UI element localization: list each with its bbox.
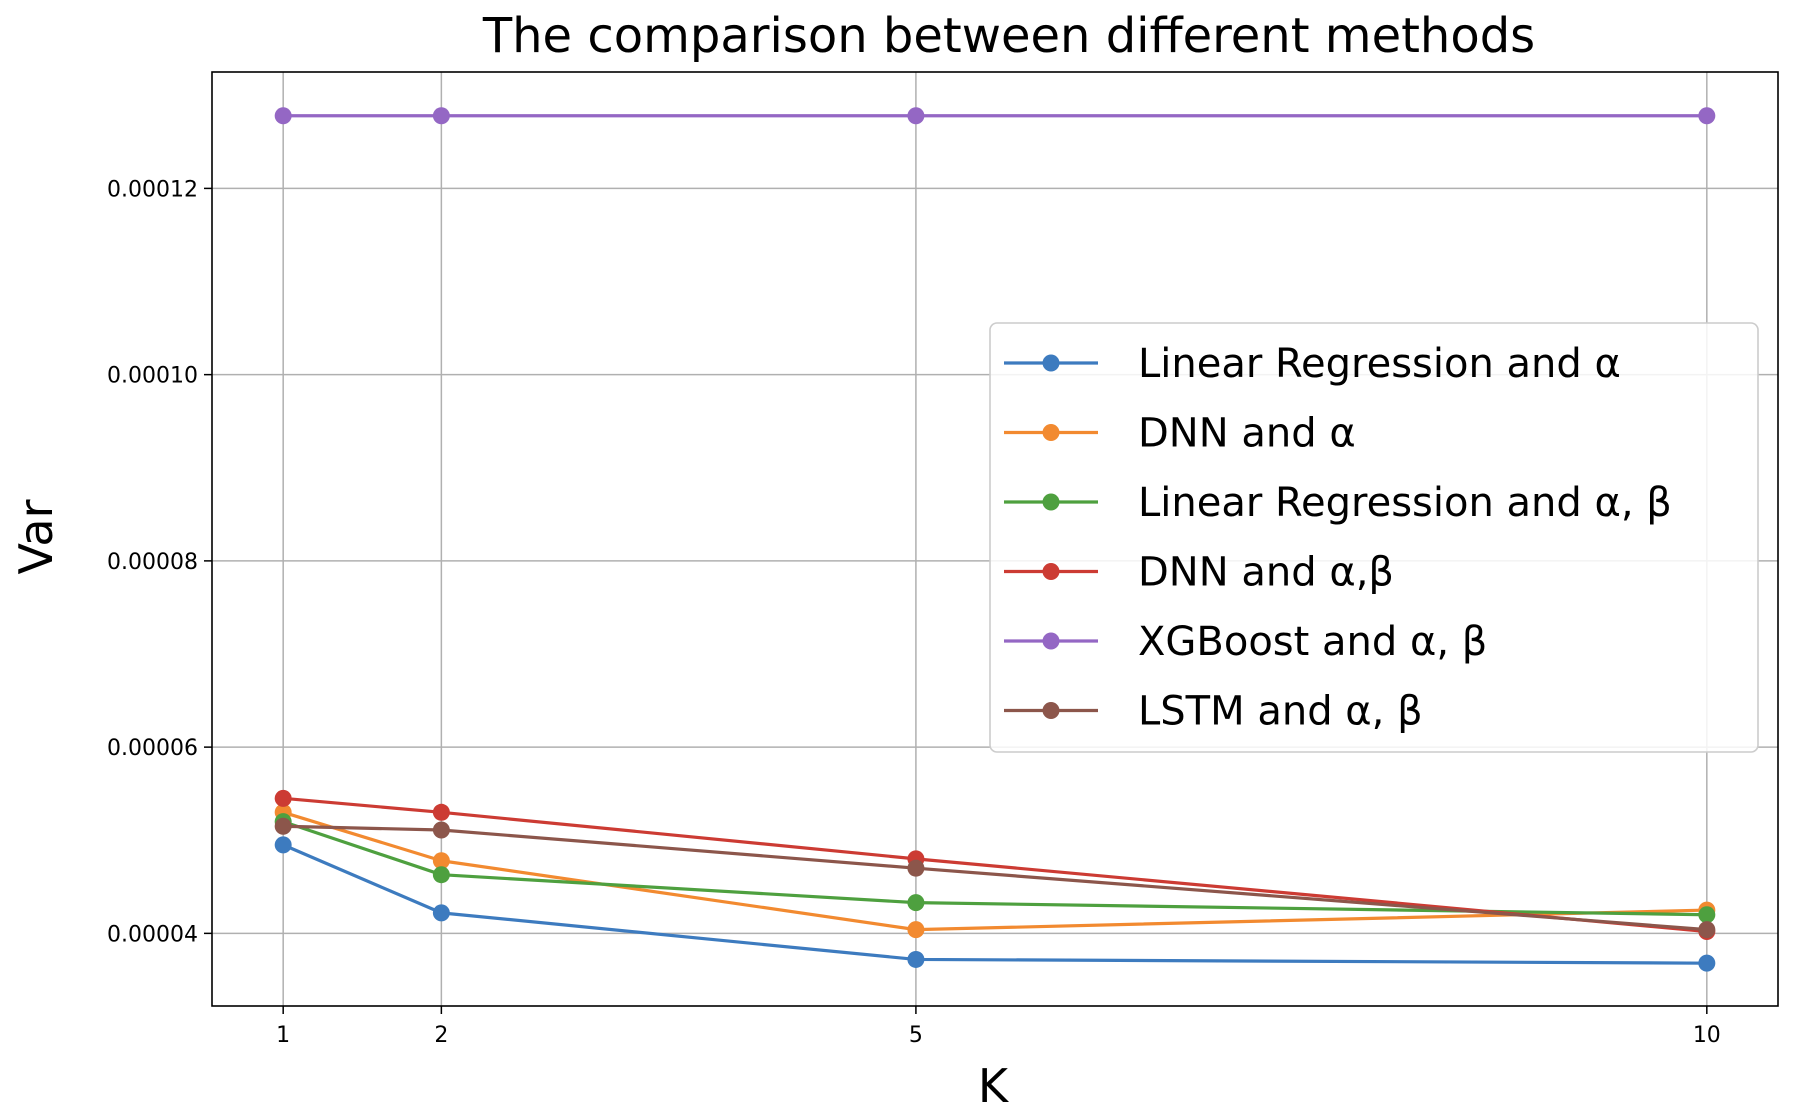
y-tick-label: 0.00012: [107, 177, 198, 202]
x-tick-label: 5: [909, 1023, 923, 1048]
legend-item: Linear Regression and α, β: [1004, 480, 1672, 526]
data-point: [1698, 921, 1716, 939]
data-point: [432, 803, 450, 821]
series-0: [274, 836, 1716, 972]
legend-label: DNN and α: [1138, 411, 1356, 457]
data-point: [907, 859, 925, 877]
y-axis-label: Var: [9, 499, 63, 574]
series-4: [274, 107, 1716, 125]
series-line: [282, 820, 1707, 917]
data-point: [1698, 107, 1716, 125]
data-point: [432, 821, 450, 839]
series-2: [274, 813, 1716, 924]
x-tick-label: 2: [434, 1023, 448, 1048]
chart-title: The comparison between different methods: [482, 8, 1535, 64]
data-point: [907, 921, 925, 939]
data-point: [907, 950, 925, 968]
series-layer: [274, 107, 1716, 972]
legend-marker: [1042, 632, 1060, 650]
data-point: [274, 107, 292, 125]
legend-marker: [1042, 493, 1060, 511]
data-point: [907, 894, 925, 912]
data-point: [274, 789, 292, 807]
legend-box: [989, 322, 1759, 753]
plot-frame: [211, 71, 1779, 1007]
legend-label: Linear Regression and α: [1138, 341, 1621, 387]
legend-marker: [1042, 702, 1060, 719]
y-tick-label: 0.00010: [107, 364, 198, 389]
data-point: [1698, 954, 1716, 972]
legend-label: DNN and α,β: [1138, 550, 1394, 596]
series-line: [282, 810, 1707, 932]
data-point: [432, 904, 450, 922]
legend-item: Linear Regression and α: [1004, 341, 1621, 387]
y-tick-label: 0.00006: [107, 736, 198, 761]
data-point: [432, 107, 450, 125]
x-tick-label: 1: [276, 1023, 290, 1048]
legend-item: DNN and α: [1004, 411, 1356, 457]
series-line: [282, 843, 1707, 965]
data-point: [274, 836, 292, 854]
legend-item: XGBoost and α, β: [1004, 619, 1487, 665]
legend-item: LSTM and α, β: [1004, 689, 1423, 735]
series-line: [283, 796, 1707, 934]
y-tick-label: 0.00008: [107, 550, 198, 575]
series-5: [274, 817, 1716, 939]
series-line: [283, 824, 1707, 932]
data-point: [907, 107, 925, 125]
tick-layer: 1 2 5 10 0.00004 0.00006 0.00008 0.00010 0.00012: [107, 177, 1721, 1048]
data-point: [432, 852, 450, 870]
legend-marker: [1042, 424, 1060, 441]
legend-label: LSTM and α, β: [1138, 689, 1423, 735]
legend-label: XGBoost and α, β: [1138, 619, 1487, 665]
legend: Linear Regression and α DNN and α Linear R…: [989, 322, 1759, 753]
x-axis-label: K: [978, 1059, 1010, 1113]
x-tick-label: 10: [1693, 1023, 1721, 1048]
data-point: [1698, 906, 1716, 924]
legend-marker: [1042, 563, 1060, 580]
legend-label: Linear Regression and α, β: [1138, 480, 1672, 526]
y-tick-label: 0.00004: [107, 922, 198, 947]
legend-item: DNN and α,β: [1004, 550, 1394, 596]
legend-marker: [1042, 354, 1060, 372]
data-point: [274, 817, 292, 835]
data-point: [432, 866, 450, 884]
